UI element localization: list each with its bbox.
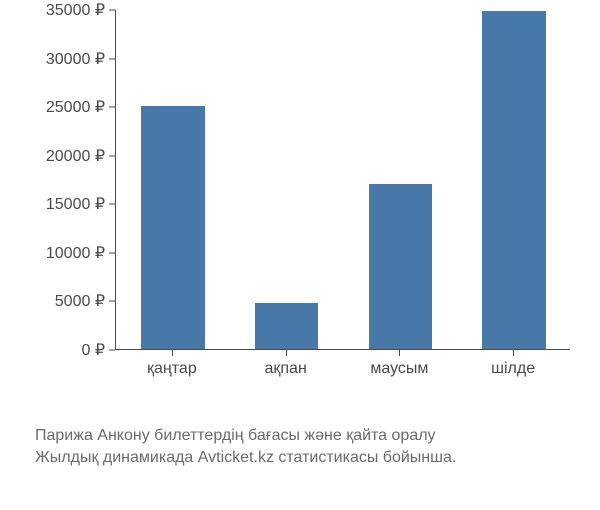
y-tick-label: 25000 ₽ [46,97,105,117]
bar [369,184,433,349]
y-tick-label: 15000 ₽ [46,194,105,214]
y-tick-label: 30000 ₽ [46,49,105,69]
x-tick-mark [399,350,400,356]
x-tick-mark [172,350,173,356]
chart-caption: Парижа Анкону билеттердің бағасы және қа… [35,425,456,470]
bar [482,11,546,349]
x-tick-label: маусым [370,360,428,378]
bar [255,303,319,349]
chart-container: 0 ₽ 5000 ₽ 10000 ₽ 15000 ₽ 20000 ₽ 25000 ₽ 300… [30,10,570,390]
x-tick-mark [513,350,514,356]
y-tick-label: 5000 ₽ [55,291,105,311]
bar [141,106,205,349]
x-tick-label: қаңтар [147,360,197,378]
x-tick-label: шілде [491,360,535,378]
caption-line-2: Жылдық динамикада Avticket.kz статистика… [35,447,456,469]
y-axis: 0 ₽5000 ₽10000 ₽15000 ₽20000 ₽25000 ₽300… [30,10,115,350]
plot-area [115,10,570,350]
x-tick-mark [286,350,287,356]
caption-line-1: Парижа Анкону билеттердің бағасы және қа… [35,425,456,447]
y-tick-label: 10000 ₽ [46,243,105,263]
x-axis: қаңтар ақпан маусым шілде [115,355,570,385]
y-tick-label: 20000 ₽ [46,146,105,166]
x-tick-label: ақпан [264,360,306,378]
y-tick-label: 35000 ₽ [46,0,105,20]
y-tick-label: 0 ₽ [81,340,105,360]
